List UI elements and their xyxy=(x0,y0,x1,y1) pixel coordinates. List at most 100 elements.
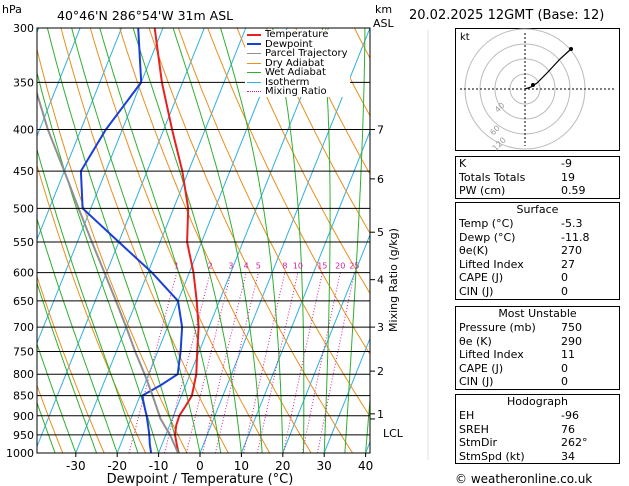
table-row: Lifted Index 27 xyxy=(456,258,619,272)
plot-frame xyxy=(36,27,371,454)
legend-label: Wet Adiabat xyxy=(265,67,326,78)
x-tick-label: 40 xyxy=(358,459,373,473)
lcl-label: LCL xyxy=(383,427,404,440)
pressure-tick-label: 400 xyxy=(13,124,34,137)
table-row: Temp (°C) -5.3 xyxy=(456,217,619,231)
x-tick-label: 20 xyxy=(275,459,290,473)
legend-item: Mixing Ratio xyxy=(247,87,348,97)
indices-table: K -9 Totals Totals 19 PW (cm) 0.59 xyxy=(455,156,620,199)
mixing-ratio-line xyxy=(301,272,341,453)
row-value: 27 xyxy=(561,257,575,271)
legend-item: Dewpoint xyxy=(247,39,348,50)
pressure-tick-label: 600 xyxy=(13,267,34,280)
table-row: Lifted Index 11 xyxy=(456,348,619,362)
row-value: 0 xyxy=(561,284,568,298)
row-value: 34 xyxy=(561,449,575,463)
x-tick-label: 0 xyxy=(196,459,204,473)
hodograph-unit-label: kt xyxy=(460,32,470,43)
wet-adiabat-line xyxy=(365,393,370,453)
row-label: Pressure (mb) xyxy=(459,321,536,334)
km-tick-label: 7 xyxy=(377,124,384,137)
pressure-tick-label: 500 xyxy=(13,202,34,215)
legend-swatch xyxy=(247,62,261,64)
legend-item: Isotherm xyxy=(247,76,348,88)
wet-adiabat-line xyxy=(37,147,139,453)
row-value: 19 xyxy=(561,170,575,184)
isotherm-line xyxy=(0,4,7,471)
table-row: CIN (J) 0 xyxy=(456,375,619,389)
surface-table: Surface Temp (°C) -5.3 Dewp (°C) -11.8 θe(K)… xyxy=(455,202,620,300)
most-unstable-table: Most Unstable Pressure (mb) 750 θe (K) 290 L… xyxy=(455,306,620,390)
row-label: CIN (J) xyxy=(459,284,494,298)
table-row: CAPE (J) 0 xyxy=(456,362,619,376)
legend-swatch xyxy=(247,81,261,83)
surface-title: Surface xyxy=(516,203,559,216)
mixing-ratio-axis-title: Mixing Ratio (g/kg) xyxy=(387,228,400,332)
legend-item: Parcel Trajectory xyxy=(247,49,348,59)
table-row: CIN (J) 0 xyxy=(456,285,619,299)
x-tick-label: -20 xyxy=(107,459,127,473)
legend-label: Mixing Ratio xyxy=(265,86,327,97)
legend-label: Dry Adiabat xyxy=(265,57,325,69)
row-label: CIN (J) xyxy=(459,375,494,389)
mixing-ratio-line xyxy=(256,272,299,453)
pressure-tick-label: 300 xyxy=(13,22,34,35)
row-label: Dewp (°C) xyxy=(459,230,516,244)
wet-adiabat-line xyxy=(99,28,222,453)
row-value: -9 xyxy=(561,157,572,170)
wet-adiabat-line xyxy=(37,217,118,453)
row-label: Totals Totals xyxy=(459,170,526,184)
row-value: 270 xyxy=(561,244,582,258)
legend-label: Isotherm xyxy=(265,76,310,88)
km-tick-label: 6 xyxy=(377,173,384,186)
pressure-tick-label: 550 xyxy=(13,236,34,249)
mixing-ratio-label: 15 xyxy=(317,262,327,271)
isotherm-line xyxy=(37,28,205,448)
wet-adiabat-line xyxy=(37,281,97,453)
credit-label: © weatheronline.co.uk xyxy=(455,472,593,486)
table-row: Totals Totals 19 xyxy=(456,171,619,185)
mixing-ratio-label: 5 xyxy=(256,262,261,271)
isotherm-line xyxy=(75,28,247,453)
mixing-ratio-label: 2 xyxy=(208,262,213,271)
mixing-ratio-label: 20 xyxy=(335,262,345,271)
mixing-ratio-label: 4 xyxy=(244,262,249,271)
hodograph-storm-marker xyxy=(531,83,535,87)
table-row: Dewp (°C) -11.8 xyxy=(456,231,619,245)
dry-adiabat-line xyxy=(295,28,370,176)
row-label: Lifted Index xyxy=(459,348,524,362)
row-value: 290 xyxy=(561,334,582,348)
row-label: Temp (°C) xyxy=(459,217,514,230)
x-tick-label: 10 xyxy=(234,459,249,473)
isotherm-line xyxy=(282,233,370,453)
mixing-ratio-line xyxy=(214,272,259,453)
legend-swatch xyxy=(247,43,261,46)
row-label: StmSpd (kt) xyxy=(459,449,525,463)
legend-item: Temperature xyxy=(247,30,348,40)
dry-adiabat-line xyxy=(89,28,271,453)
km-tick-label: 1 xyxy=(377,408,384,421)
table-row: StmSpd (kt) 34 xyxy=(456,450,619,464)
pressure-tick-label: 350 xyxy=(13,76,34,89)
location-label: 40°46'N 286°54'W 31m ASL xyxy=(57,8,234,23)
dry-adiabat-line xyxy=(37,384,64,453)
legend-item: Dry Adiabat xyxy=(247,57,348,69)
date-label: 20.02.2025 12GMT (Base: 12) xyxy=(409,8,605,23)
pressure-tick-label: 700 xyxy=(13,321,34,334)
mixing-ratio-line xyxy=(317,272,355,453)
km-tick-label: 3 xyxy=(377,321,384,334)
dry-adiabat-line xyxy=(37,47,188,453)
dry-adiabat-line xyxy=(60,28,229,453)
row-label: SREH xyxy=(459,422,489,436)
wet-adiabat-line xyxy=(0,4,34,453)
row-label: K xyxy=(459,157,467,170)
dry-adiabat-line xyxy=(207,28,370,356)
mixing-ratio-line xyxy=(202,272,247,453)
legend-swatch xyxy=(247,72,261,74)
isotherm-line xyxy=(240,130,370,453)
table-row: EH -96 xyxy=(456,409,619,423)
height-unit-km: km xyxy=(375,3,393,16)
table-row: θe (K) 290 xyxy=(456,335,619,349)
row-label: StmDir xyxy=(459,436,498,450)
